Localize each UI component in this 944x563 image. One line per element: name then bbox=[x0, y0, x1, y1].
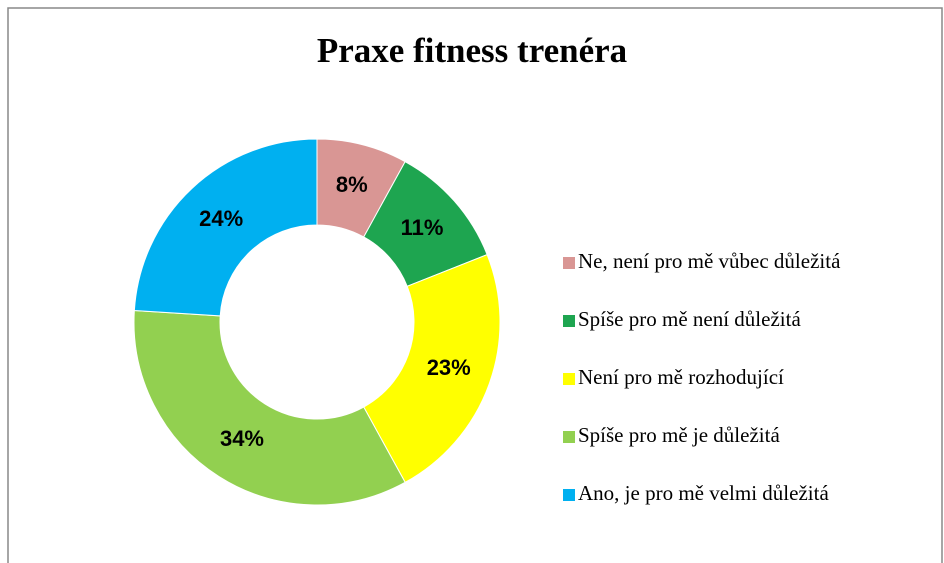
legend-swatch bbox=[563, 489, 575, 501]
legend-swatch bbox=[563, 257, 575, 269]
legend-swatch bbox=[563, 315, 575, 327]
legend-swatch bbox=[563, 373, 575, 385]
legend-label: Ano, je pro mě velmi důležitá bbox=[578, 481, 829, 505]
donut-segment bbox=[133, 309, 406, 506]
legend-swatch bbox=[563, 431, 575, 443]
data-label: 23% bbox=[427, 355, 471, 380]
donut-segment bbox=[363, 253, 501, 484]
data-label: 11% bbox=[401, 215, 444, 240]
data-label: 34% bbox=[220, 426, 264, 451]
legend-label: Není pro mě rozhodující bbox=[578, 365, 784, 389]
chart-title: Praxe fitness trenéra bbox=[317, 31, 627, 70]
data-label: 8% bbox=[336, 172, 368, 197]
data-label: 24% bbox=[199, 206, 243, 231]
legend-label: Spíše pro mě je důležitá bbox=[578, 423, 780, 447]
donut-segment bbox=[133, 138, 318, 317]
legend-label: Ne, není pro mě vůbec důležitá bbox=[578, 249, 841, 273]
legend-label: Spíše pro mě není důležitá bbox=[578, 307, 801, 331]
